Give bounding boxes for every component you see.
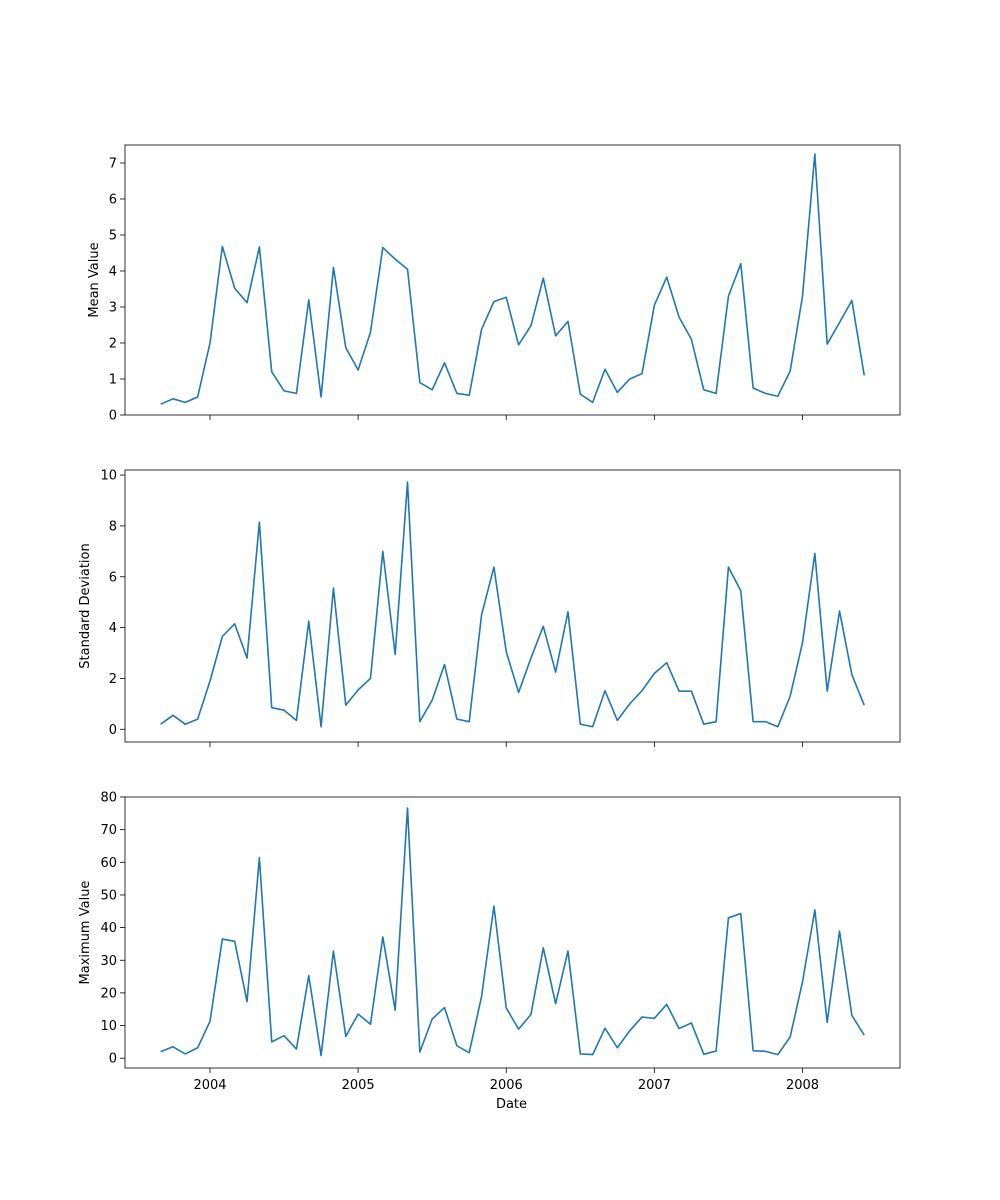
y-tick-label: 40 <box>100 921 117 936</box>
y-tick-label: 5 <box>109 229 117 244</box>
y-axis-label: Maximum Value <box>78 881 93 985</box>
subplot-2: 0 2 4 6 8 10 Standard Deviation <box>78 469 901 747</box>
x-tick-label: 2005 <box>342 1078 375 1093</box>
y-tick-label: 2 <box>109 672 117 687</box>
y-tick-label: 70 <box>100 823 117 838</box>
y-tick-label: 2 <box>109 337 117 352</box>
y-tick-label: 3 <box>109 301 117 316</box>
y-tick-label: 4 <box>109 621 117 636</box>
x-tick-label: 2007 <box>638 1078 671 1093</box>
y-tick-label: 80 <box>100 791 117 806</box>
y-tick-label: 0 <box>109 1052 117 1067</box>
axes-frame <box>124 469 901 743</box>
y-tick-label: 10 <box>100 1019 117 1034</box>
y-axis-label: Mean Value <box>87 242 102 317</box>
y-tick-label: 7 <box>109 157 117 172</box>
y-tick-label: 1 <box>109 373 117 388</box>
y-tick-label: 6 <box>109 193 117 208</box>
y-tick-label: 8 <box>109 519 117 534</box>
x-tick-label: 2008 <box>786 1078 819 1093</box>
x-tick-label: 2006 <box>490 1078 523 1093</box>
y-axis-label: Standard Deviation <box>78 543 93 668</box>
axes-frame <box>124 796 901 1069</box>
y-tick-label: 30 <box>100 954 117 969</box>
y-tick-label: 20 <box>100 986 117 1001</box>
x-tick-label: 2004 <box>193 1078 226 1093</box>
axes-frame <box>124 144 901 416</box>
x-axis-label: Date <box>496 1097 527 1112</box>
series-line <box>160 807 865 1057</box>
y-tick-label: 10 <box>100 469 117 484</box>
y-tick-label: 4 <box>109 265 117 280</box>
subplot-3: 0 10 20 30 40 50 60 70 80 2004 2005 2006 2007 2008 Max… <box>78 791 901 1112</box>
y-tick-label: 60 <box>100 856 117 871</box>
subplot-1: 0 1 2 3 4 5 6 7 Mean Value <box>87 144 901 424</box>
y-tick-label: 0 <box>109 723 117 738</box>
series-line <box>160 481 865 728</box>
y-tick-label: 0 <box>109 409 117 424</box>
y-tick-label: 50 <box>100 888 117 903</box>
y-tick-label: 6 <box>109 570 117 585</box>
series-line <box>160 153 866 405</box>
